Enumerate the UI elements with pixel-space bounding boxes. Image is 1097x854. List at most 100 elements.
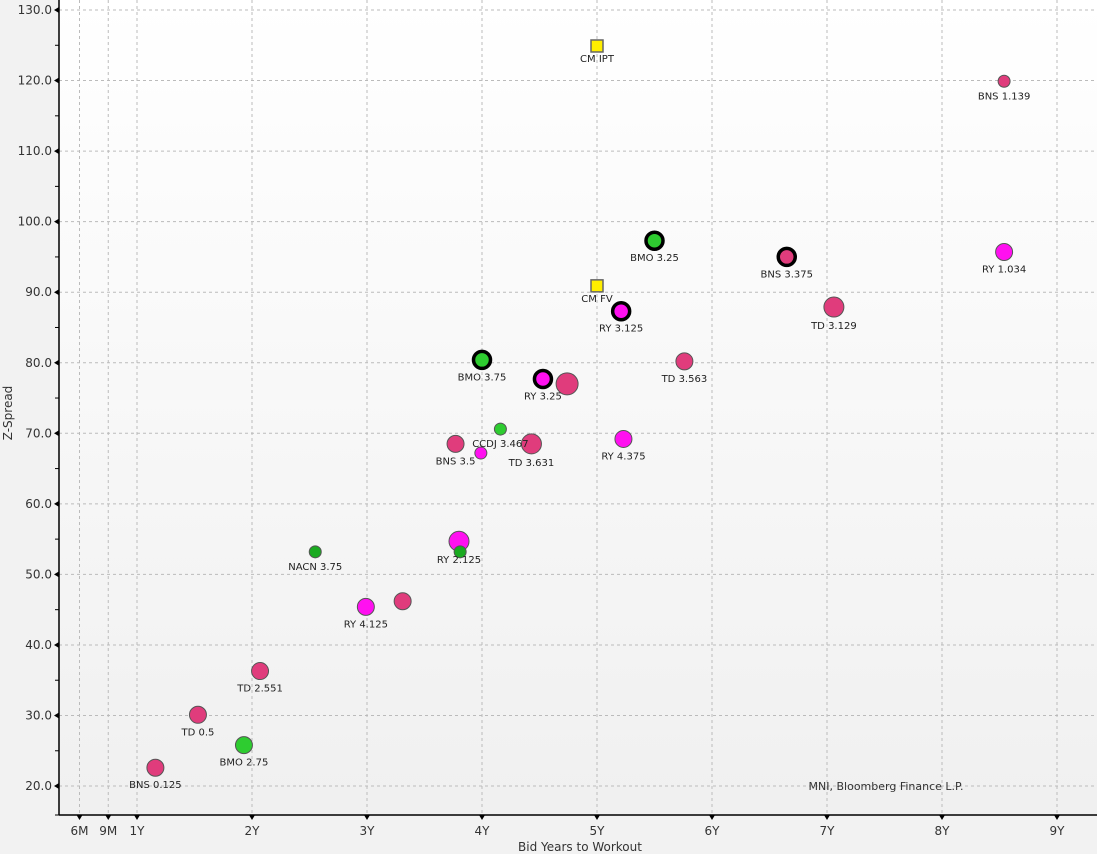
point-cm-ipt bbox=[590, 39, 604, 53]
data-points bbox=[146, 39, 1014, 777]
point-label: RY 4.375 bbox=[601, 451, 645, 462]
point-label: CM FV bbox=[581, 294, 613, 305]
x-axis-title: Bid Years to Workout bbox=[518, 840, 642, 854]
y-tick-label: 130.0 bbox=[18, 3, 52, 17]
point-label: BMO 2.75 bbox=[220, 758, 269, 769]
point-cm-fv bbox=[590, 279, 604, 293]
x-tick-marker bbox=[134, 815, 140, 820]
y-tick-label: 90.0 bbox=[25, 285, 52, 299]
point-label: CCDJ 3.467 bbox=[472, 439, 528, 450]
x-tick-marker bbox=[824, 815, 830, 820]
x-tick-marker bbox=[364, 815, 370, 820]
x-tick-marker bbox=[249, 815, 255, 820]
y-tick-label: 100.0 bbox=[18, 215, 52, 229]
y-tick-label: 30.0 bbox=[25, 709, 52, 723]
x-axis-ticks: 6M 9M 1Y 2Y 3Y 4Y 5Y 6Y 7Y 8Y 9Y bbox=[71, 815, 1066, 838]
x-tick-label: 9Y bbox=[1050, 824, 1066, 838]
point-ccdj-3-467 bbox=[493, 422, 507, 436]
point-label: NACN 3.75 bbox=[288, 562, 342, 573]
y-tick-marker bbox=[54, 7, 59, 13]
x-tick-marker bbox=[1054, 815, 1060, 820]
point-label: CM IPT bbox=[580, 54, 615, 65]
point-bns-0-125 bbox=[146, 758, 165, 777]
y-axis-ticks: 20.0 30.0 40.0 50.0 60.0 70.0 80.0 90.0 100.0 110… bbox=[18, 3, 59, 816]
point-ry-4-375 bbox=[614, 429, 633, 448]
point-nacn-3-75 bbox=[308, 545, 322, 559]
x-tick-marker bbox=[76, 815, 83, 820]
y-tick-label: 20.0 bbox=[25, 779, 52, 793]
grid-lines bbox=[59, 0, 1097, 815]
y-tick-marker bbox=[54, 783, 59, 790]
x-tick-label: 9M bbox=[99, 824, 117, 838]
point-label: BNS 3.5 bbox=[436, 456, 476, 467]
point-label: RY 3.25 bbox=[524, 391, 562, 402]
point-label: TD 3.129 bbox=[810, 321, 857, 332]
y-tick-label: 80.0 bbox=[25, 356, 52, 370]
point-label: RY 4.125 bbox=[344, 619, 388, 630]
point-label: BNS 3.375 bbox=[761, 269, 814, 280]
point-td-2-551 bbox=[251, 662, 270, 681]
y-axis-title: Z-Spread bbox=[1, 386, 15, 441]
x-tick-label: 4Y bbox=[475, 824, 491, 838]
point-label: RY 2.125 bbox=[437, 555, 481, 566]
point-label: TD 3.631 bbox=[508, 458, 555, 469]
point-label: TD 2.551 bbox=[236, 684, 283, 695]
x-tick-label: 6M bbox=[71, 824, 89, 838]
x-tick-label: 6Y bbox=[705, 824, 721, 838]
point-ry-4-125 bbox=[356, 597, 375, 616]
point-ry-3-25 bbox=[532, 368, 554, 390]
y-tick-marker bbox=[54, 289, 59, 296]
point-unlabeled-15 bbox=[474, 446, 488, 460]
point-unlabeled-21 bbox=[393, 592, 412, 611]
point-label: TD 0.5 bbox=[181, 727, 215, 738]
x-tick-marker bbox=[594, 815, 600, 820]
point-bns-3-5 bbox=[446, 434, 465, 453]
point-label: BMO 3.25 bbox=[630, 253, 679, 264]
y-tick-marker bbox=[54, 430, 59, 437]
y-tick-label: 70.0 bbox=[25, 426, 52, 440]
point-td-0-5 bbox=[188, 705, 207, 724]
y-tick-label: 110.0 bbox=[18, 144, 52, 158]
point-bns-1-139 bbox=[997, 74, 1011, 88]
x-tick-marker bbox=[479, 815, 485, 820]
point-ry-1-034 bbox=[995, 242, 1014, 261]
x-tick-label: 8Y bbox=[935, 824, 951, 838]
y-tick-label: 120.0 bbox=[18, 74, 52, 88]
y-tick-marker bbox=[54, 571, 59, 578]
y-tick-marker bbox=[54, 218, 59, 225]
point-label: BNS 0.125 bbox=[129, 780, 182, 791]
point-bmo-3-75 bbox=[471, 349, 493, 371]
point-td-3-563 bbox=[675, 352, 694, 371]
point-label: TD 3.563 bbox=[661, 374, 708, 385]
point-bmo-2-75 bbox=[234, 736, 253, 755]
x-tick-marker bbox=[939, 815, 945, 820]
y-tick-marker bbox=[54, 148, 59, 155]
point-unlabeled-19 bbox=[453, 545, 467, 559]
point-label: BMO 3.75 bbox=[458, 372, 507, 383]
x-tick-label: 5Y bbox=[590, 824, 606, 838]
x-tick-marker bbox=[709, 815, 715, 820]
x-tick-label: 1Y bbox=[130, 824, 146, 838]
source-credit: MNI, Bloomberg Finance L.P. bbox=[809, 780, 964, 793]
y-tick-marker bbox=[54, 641, 59, 648]
y-tick-label: 60.0 bbox=[25, 497, 52, 511]
x-tick-label: 3Y bbox=[360, 824, 376, 838]
y-tick-marker bbox=[54, 359, 59, 366]
y-tick-marker bbox=[54, 77, 59, 84]
point-label: BNS 1.139 bbox=[978, 91, 1031, 102]
point-label: RY 3.125 bbox=[599, 324, 643, 335]
point-unlabeled-11 bbox=[555, 372, 579, 396]
y-tick-label: 40.0 bbox=[25, 638, 52, 652]
y-tick-marker bbox=[54, 712, 59, 719]
y-tick-marker bbox=[54, 500, 59, 507]
x-tick-label: 2Y bbox=[245, 824, 261, 838]
point-labels: CM IPT BNS 1.139 BMO 3.25 BNS 3.375 RY 1.034… bbox=[129, 54, 1030, 791]
y-tick-label: 50.0 bbox=[25, 567, 52, 581]
point-td-3-129 bbox=[823, 296, 845, 318]
point-bmo-3-25 bbox=[644, 230, 665, 251]
point-bns-3-375 bbox=[776, 246, 797, 268]
x-tick-marker bbox=[105, 815, 112, 820]
x-tick-label: 7Y bbox=[820, 824, 836, 838]
axes bbox=[58, 0, 1097, 816]
